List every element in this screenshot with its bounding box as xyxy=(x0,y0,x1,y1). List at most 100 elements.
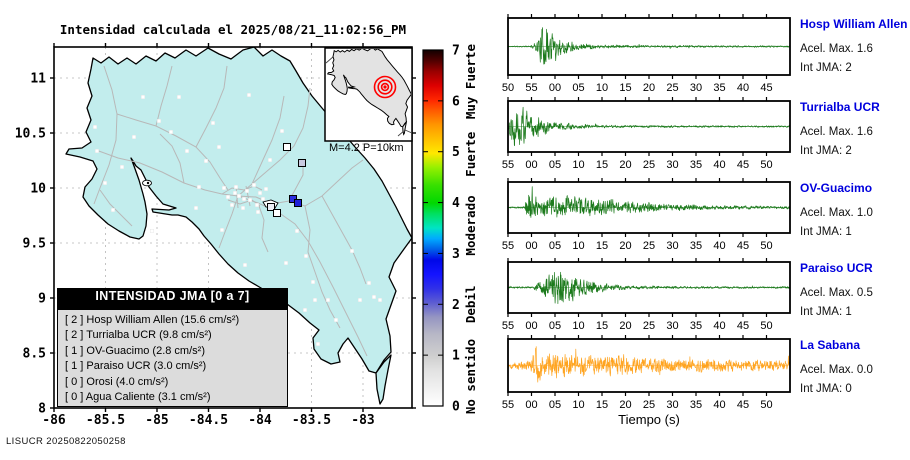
map-border xyxy=(53,46,413,409)
trace-x-tick-label: 55 xyxy=(502,240,514,252)
station-dot xyxy=(243,263,247,267)
trace-x-tick-label: 30 xyxy=(666,159,678,171)
intensity-square xyxy=(298,159,306,167)
trace-x-tick-label: 40 xyxy=(713,320,725,332)
station-dot xyxy=(220,228,224,232)
colorbar-number: 7 xyxy=(452,44,460,59)
intensity-square xyxy=(283,143,291,151)
trace-x-tick-label: 15 xyxy=(596,399,608,411)
colorbar-category-label: No sentido xyxy=(463,339,478,414)
station-dot xyxy=(311,280,315,284)
trace-x-tick-label: 05 xyxy=(549,240,561,252)
station-dot xyxy=(280,129,284,133)
station-dot xyxy=(252,183,256,187)
road-line xyxy=(218,195,239,249)
trace-x-tick-label: 00 xyxy=(525,399,537,411)
seismogram-panel: 55 00 05 10 15 20 25 30 35 40 45 50 Turrialba UCR Ace… xyxy=(502,97,880,171)
road-line xyxy=(235,185,239,209)
x-axis-label: -83 xyxy=(351,413,374,428)
colorbar-border xyxy=(422,49,444,407)
trace-station-name: La Sabana xyxy=(800,338,860,352)
station-dot xyxy=(256,210,260,214)
epicenter-dot xyxy=(383,85,387,89)
y-axis-label: 10.5 xyxy=(15,127,46,142)
trace-x-tick-label: 45 xyxy=(737,159,749,171)
trace-acel-max: Acel. Max. 1.6 xyxy=(800,126,873,138)
road-line xyxy=(195,65,228,148)
trace-acel-max: Acel. Max. 1.0 xyxy=(800,207,873,219)
trace-x-tick-label: 20 xyxy=(619,159,631,171)
station-dot xyxy=(247,93,251,97)
trace-x-tick-label: 25 xyxy=(666,82,678,94)
epicenter-ring xyxy=(380,82,390,92)
trace-x-tick-label: 20 xyxy=(619,399,631,411)
epicenter-ring xyxy=(377,79,393,95)
trace-int-jma: Int JMA: 1 xyxy=(800,306,852,318)
trace-x-tick-label: 05 xyxy=(549,399,561,411)
station-dot xyxy=(103,181,107,185)
trace-int-jma: Int JMA: 0 xyxy=(800,383,852,395)
map-axis-labels: -86 -85.5 -85 -84.5 -84 -83.5 -83 11 10.5 10 9.5 9 8… xyxy=(15,72,375,429)
y-axis-label: 8.5 xyxy=(23,347,46,362)
station-dot xyxy=(194,206,198,210)
station-dot xyxy=(111,208,115,212)
trace-x-tick-label: 40 xyxy=(737,82,749,94)
station-dot xyxy=(316,342,320,346)
colorbar-category-label: Fuerte xyxy=(463,131,478,177)
road-line xyxy=(257,202,269,253)
road-line xyxy=(321,195,367,285)
trace-x-tick-label: 35 xyxy=(713,82,725,94)
station-dot xyxy=(177,95,181,99)
station-dot xyxy=(242,197,246,201)
trace-int-jma: Int JMA: 1 xyxy=(800,226,852,238)
colorbar-number: 1 xyxy=(452,349,460,364)
station-dot xyxy=(185,149,189,153)
station-dot xyxy=(93,125,97,129)
y-axis-label: 8 xyxy=(38,402,46,417)
epicenter-inset-map xyxy=(324,47,413,142)
trace-acel-max: Acel. Max. 0.5 xyxy=(800,287,873,299)
trace-x-tick-label: 15 xyxy=(619,82,631,94)
trace-x-tick-label: 55 xyxy=(502,320,514,332)
station-dot xyxy=(261,197,265,201)
trace-x-tick-label: 55 xyxy=(502,399,514,411)
map-station-dots xyxy=(93,93,382,346)
station-dot xyxy=(334,318,338,322)
trace-int-jma: Int JMA: 2 xyxy=(800,145,852,157)
trace-x-tick-label: 45 xyxy=(737,320,749,332)
trace-x-tick-label: 45 xyxy=(737,399,749,411)
trace-x-tick-label: 35 xyxy=(690,320,702,332)
seismogram-panel: 55 00 05 10 15 20 25 30 35 40 45 50 OV-Guacimo Acel. … xyxy=(502,178,873,252)
trace-x-tick-label: 50 xyxy=(502,82,514,94)
legend-entry: [ 2 ] Turrialba UCR (9.8 cm/s²) xyxy=(65,329,212,342)
colorbar-category-label: Moderado xyxy=(463,195,478,255)
trace-x-tick-label: 10 xyxy=(572,399,584,411)
trace-x-tick-label: 45 xyxy=(737,240,749,252)
colorbar-number: 0 xyxy=(452,400,460,415)
road-line xyxy=(116,113,229,191)
station-dot xyxy=(303,308,307,312)
station-dot xyxy=(234,185,238,189)
colorbar-category-label: Debil xyxy=(463,285,478,323)
station-dot xyxy=(217,145,221,149)
y-axis-label: 9 xyxy=(38,292,46,307)
station-dot xyxy=(248,198,252,202)
trace-waveform xyxy=(507,271,791,304)
station-dot xyxy=(350,249,354,253)
station-dot xyxy=(258,191,262,195)
trace-x-tick-label: 35 xyxy=(690,240,702,252)
station-dot xyxy=(237,194,241,198)
x-axis-label: -84 xyxy=(248,413,272,428)
trace-station-name: Paraiso UCR xyxy=(800,261,873,275)
legend-entry: [ 2 ] Hosp William Allen (15.6 cm/s²) xyxy=(65,314,240,326)
station-dot xyxy=(120,165,124,169)
trace-int-jma: Int JMA: 2 xyxy=(800,62,852,74)
road-line xyxy=(304,205,341,329)
road-line xyxy=(95,149,239,197)
trace-x-tick-label: 05 xyxy=(572,82,584,94)
trace-waveform xyxy=(507,346,791,383)
colorbar-number: 3 xyxy=(452,247,460,262)
gulf-island-dot xyxy=(146,181,150,185)
